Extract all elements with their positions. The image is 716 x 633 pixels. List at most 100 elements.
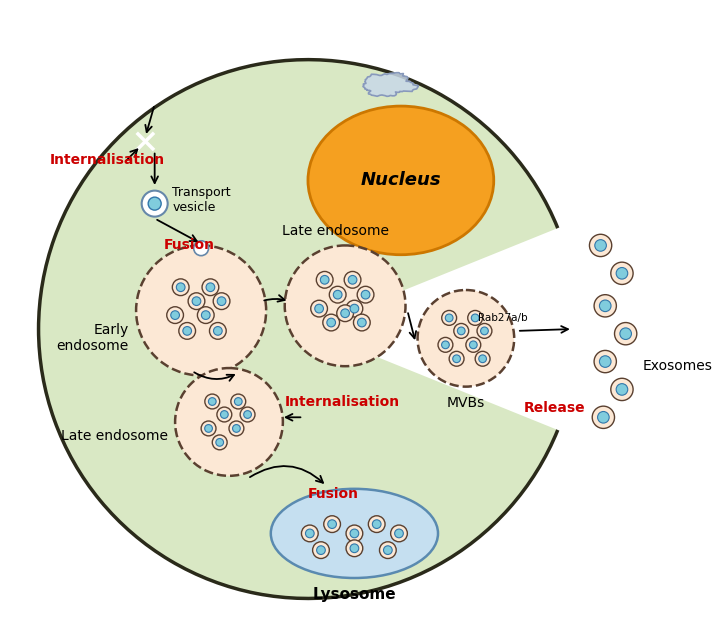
Circle shape [201, 311, 210, 320]
Circle shape [595, 240, 606, 251]
Circle shape [480, 327, 488, 335]
Text: Fusion: Fusion [164, 239, 215, 253]
Circle shape [341, 309, 349, 318]
Circle shape [453, 355, 460, 363]
Circle shape [395, 529, 403, 538]
Circle shape [217, 407, 232, 422]
Circle shape [329, 286, 346, 303]
Text: Internalisation: Internalisation [49, 153, 165, 167]
Text: Release: Release [523, 401, 585, 415]
Circle shape [167, 307, 183, 323]
Circle shape [326, 318, 336, 327]
Text: Lysosome: Lysosome [313, 587, 396, 603]
Circle shape [354, 314, 370, 331]
Circle shape [357, 286, 374, 303]
Circle shape [175, 368, 283, 476]
Circle shape [589, 234, 611, 256]
Ellipse shape [271, 489, 438, 578]
Circle shape [337, 305, 354, 322]
Wedge shape [308, 227, 582, 432]
Circle shape [176, 283, 185, 292]
Ellipse shape [308, 106, 494, 254]
Circle shape [285, 246, 405, 367]
Circle shape [449, 351, 464, 367]
Text: Rab27a/b: Rab27a/b [478, 313, 528, 323]
Circle shape [479, 355, 486, 363]
Circle shape [301, 525, 318, 542]
Circle shape [311, 300, 327, 317]
Circle shape [438, 337, 453, 353]
Circle shape [316, 272, 333, 288]
Circle shape [350, 529, 359, 538]
Circle shape [350, 544, 359, 553]
Circle shape [192, 297, 200, 306]
Circle shape [39, 60, 577, 598]
Circle shape [616, 384, 628, 395]
Circle shape [201, 421, 216, 436]
Circle shape [205, 425, 213, 432]
Circle shape [391, 525, 407, 542]
Circle shape [468, 310, 483, 325]
Circle shape [229, 421, 244, 436]
Circle shape [357, 318, 366, 327]
Circle shape [198, 307, 214, 323]
Circle shape [188, 293, 205, 310]
Circle shape [136, 246, 266, 375]
Circle shape [372, 520, 381, 529]
Circle shape [316, 546, 325, 555]
Circle shape [216, 439, 223, 446]
Circle shape [173, 279, 189, 296]
Circle shape [344, 272, 361, 288]
Circle shape [611, 379, 633, 401]
Text: Late endosome: Late endosome [61, 429, 168, 443]
Circle shape [417, 290, 514, 387]
Circle shape [208, 398, 216, 405]
Circle shape [466, 337, 480, 353]
Circle shape [324, 516, 341, 532]
Circle shape [614, 323, 637, 345]
Circle shape [231, 394, 246, 409]
Circle shape [599, 300, 611, 311]
Circle shape [148, 197, 161, 210]
Circle shape [594, 295, 616, 317]
Circle shape [350, 304, 359, 313]
Circle shape [592, 406, 614, 429]
Circle shape [594, 351, 616, 373]
Circle shape [445, 314, 453, 322]
Circle shape [213, 327, 222, 335]
Text: Exosomes: Exosomes [642, 359, 712, 373]
Circle shape [183, 327, 192, 335]
Circle shape [384, 546, 392, 555]
Circle shape [320, 275, 329, 284]
Circle shape [205, 394, 220, 409]
Text: Nucleus: Nucleus [361, 172, 441, 189]
Circle shape [471, 314, 479, 322]
Circle shape [454, 323, 469, 338]
Circle shape [217, 297, 226, 306]
Circle shape [323, 314, 339, 331]
Circle shape [611, 262, 633, 284]
Circle shape [179, 323, 195, 339]
Circle shape [475, 351, 490, 367]
Circle shape [243, 411, 251, 418]
Circle shape [346, 525, 363, 542]
Circle shape [477, 323, 492, 338]
Circle shape [306, 529, 314, 538]
Circle shape [313, 542, 329, 558]
Circle shape [361, 291, 370, 299]
Circle shape [616, 268, 628, 279]
Circle shape [213, 293, 230, 310]
Text: Early
endosome: Early endosome [57, 323, 129, 353]
Circle shape [334, 291, 342, 299]
Circle shape [348, 275, 357, 284]
Circle shape [315, 304, 324, 313]
Circle shape [221, 411, 228, 418]
Circle shape [598, 411, 609, 423]
Circle shape [470, 341, 477, 349]
Circle shape [328, 520, 337, 529]
Circle shape [170, 311, 180, 320]
Circle shape [442, 341, 450, 349]
Circle shape [233, 425, 241, 432]
Circle shape [212, 435, 227, 450]
Circle shape [442, 310, 457, 325]
